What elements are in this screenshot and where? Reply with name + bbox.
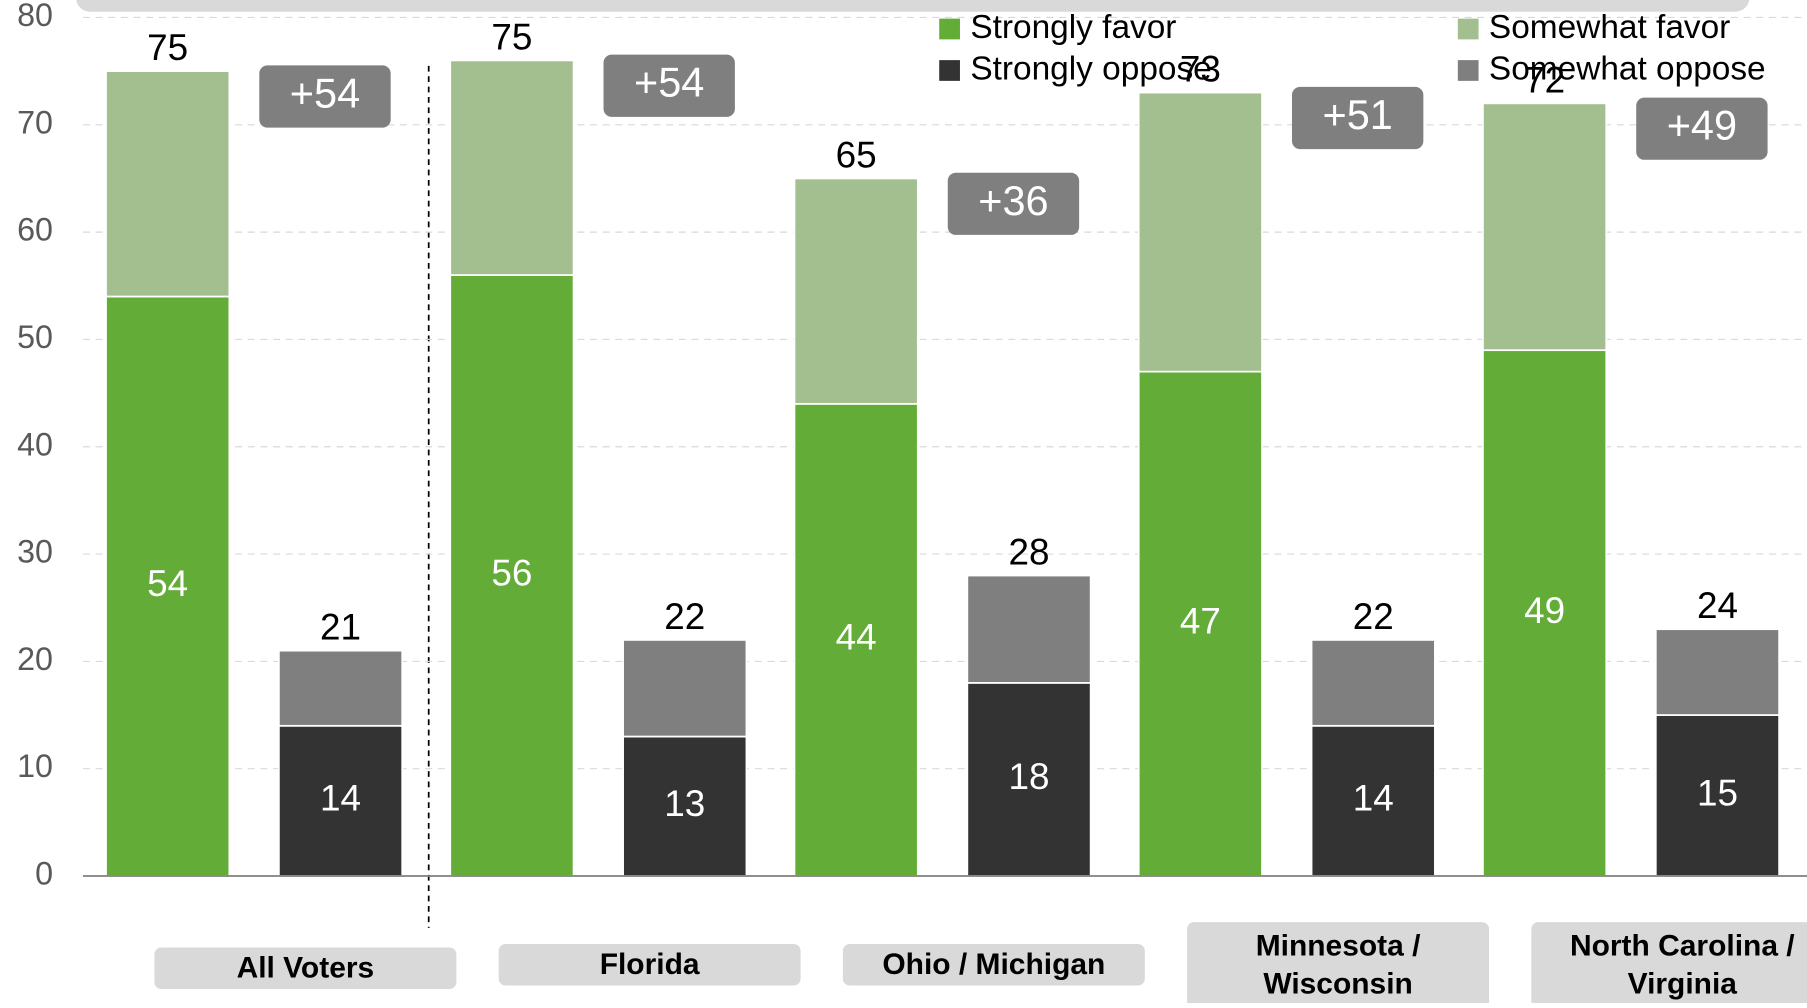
segment-label: 18 [1008, 756, 1049, 797]
bar-segment [793, 402, 919, 877]
total-label: 73 [1180, 49, 1221, 90]
total-label: 75 [147, 27, 188, 68]
bar-segment [1482, 349, 1608, 877]
total-label: 24 [1697, 585, 1738, 626]
x-tick-label: Florida [600, 948, 700, 981]
bar-segment [966, 574, 1092, 684]
label-line: Wisconsin [1263, 967, 1413, 1000]
y-tick-label: 30 [17, 534, 53, 570]
legend-label: Strongly favor [970, 9, 1176, 46]
bar-segment [1137, 370, 1263, 877]
net-box [1291, 86, 1424, 150]
segment-label: 14 [320, 778, 361, 819]
net-label: +36 [978, 177, 1048, 224]
total-label: 72 [1524, 59, 1565, 100]
category-box [1187, 922, 1490, 1008]
bar-segment [966, 681, 1092, 877]
bar-segment [1654, 628, 1780, 716]
category-box [842, 944, 1145, 986]
category-box [498, 944, 801, 986]
total-label: 22 [1353, 596, 1394, 637]
net-label: +49 [1667, 102, 1737, 149]
label-line: Minnesota / [1256, 929, 1421, 962]
segment-label: 15 [1697, 772, 1738, 813]
y-tick-label: 60 [17, 212, 53, 248]
legend-label: Somewhat oppose [1489, 50, 1766, 87]
legend-swatch [1457, 60, 1479, 81]
y-tick-label: 80 [17, 0, 53, 33]
category-box [1531, 922, 1807, 1008]
total-label: 21 [320, 607, 361, 648]
legend-swatch [939, 18, 960, 40]
bar-segment [622, 735, 748, 877]
title-banner [76, 0, 1750, 12]
bar-segment [1482, 102, 1608, 352]
legend-swatch [1457, 18, 1479, 40]
legend-label: Somewhat favor [1489, 9, 1730, 46]
bar-segment [622, 639, 748, 738]
segment-label: 49 [1524, 590, 1565, 631]
net-label: +51 [1322, 91, 1392, 138]
net-box [259, 65, 391, 128]
segment-label: 13 [664, 783, 705, 824]
total-label: 28 [1008, 532, 1049, 573]
y-tick-label: 0 [35, 856, 53, 892]
y-tick-label: 50 [17, 319, 53, 355]
x-tick-label: Minnesota / Wisconsin [1256, 929, 1421, 1000]
y-tick-label: 40 [17, 426, 53, 462]
category-box [154, 947, 457, 989]
bar-segment [1310, 639, 1436, 727]
y-tick-label: 10 [17, 748, 53, 784]
segment-label: 56 [491, 552, 532, 593]
bar-segment [1310, 724, 1436, 877]
label-line: Virginia [1628, 967, 1738, 1000]
bar-segment [1137, 91, 1263, 373]
segment-label: 44 [836, 617, 877, 658]
y-tick-label: 70 [17, 104, 53, 140]
bar-segment [449, 274, 575, 877]
segment-label: 54 [147, 563, 188, 604]
total-label: 22 [664, 596, 705, 637]
bar-segment [278, 649, 404, 727]
legend-label: Strongly oppose [970, 50, 1211, 87]
bar-segment [1654, 714, 1780, 877]
net-box [603, 54, 735, 117]
x-tick-label: All Voters [237, 951, 375, 984]
segment-label: 47 [1180, 601, 1221, 642]
bar-segment [793, 177, 919, 405]
y-tick-label: 20 [17, 641, 53, 677]
bar-segment [449, 59, 575, 276]
total-label: 75 [491, 16, 532, 57]
bar-segment [105, 295, 231, 877]
net-label: +54 [634, 59, 704, 106]
net-label: +54 [290, 69, 360, 116]
x-tick-label: Ohio / Michigan [882, 948, 1105, 981]
segment-label: 14 [1353, 778, 1394, 819]
legend-swatch [939, 60, 960, 81]
x-tick-label: North Carolina / Virginia [1570, 929, 1795, 1000]
net-box [947, 172, 1080, 235]
total-label: 65 [836, 134, 877, 175]
bar-segment [105, 70, 231, 298]
net-box [1636, 97, 1768, 160]
label-line: North Carolina / [1570, 929, 1795, 962]
